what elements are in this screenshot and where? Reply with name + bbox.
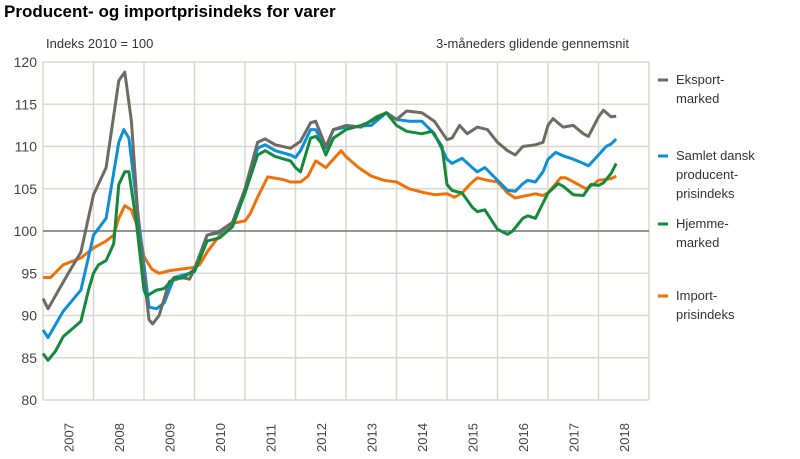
x-tick-label: 2018 — [617, 423, 632, 452]
series-line-0 — [41, 70, 617, 326]
y-tick-label: 105 — [14, 181, 38, 197]
y-tick-label: 115 — [15, 96, 38, 112]
series-line-3 — [43, 149, 617, 279]
chart-title: Producent- og importprisindeks for varer — [4, 2, 336, 21]
legend-label-import: Import- prisindeks — [676, 288, 735, 322]
y-tick-label: 110 — [15, 139, 38, 155]
legend-label-hjemme: Hjemme- marked — [676, 216, 729, 250]
x-tick-label: 2016 — [516, 423, 531, 452]
series-line-2 — [41, 111, 618, 362]
legend-label-samlet: Samlet dansk producent- prisindeks — [676, 148, 755, 201]
moving-average-note: 3-måneders glidende gennemsnit — [436, 36, 629, 51]
x-tick-label: 2011 — [263, 424, 278, 452]
x-tick-label: 2014 — [415, 423, 430, 452]
x-tick-label: 2013 — [364, 423, 379, 452]
index-base-note: Indeks 2010 = 100 — [46, 36, 154, 51]
legend-label-eksport: Eksport- marked — [676, 72, 725, 106]
x-tick-label: 2012 — [314, 423, 329, 452]
y-tick-label: 80 — [21, 392, 37, 408]
x-tick-label: 2007 — [61, 423, 76, 452]
y-tick-label: 90 — [21, 308, 37, 324]
y-tick-label: 85 — [21, 350, 37, 366]
y-tick-label: 95 — [21, 265, 37, 281]
x-tick-label: 2015 — [465, 423, 480, 452]
x-tick-label: 2017 — [566, 423, 581, 452]
y-tick-label: 100 — [14, 223, 38, 239]
x-tick-label: 2009 — [162, 423, 177, 452]
x-tick-label: 2008 — [112, 423, 127, 452]
x-tick-label: 2010 — [213, 423, 228, 452]
y-tick-label: 120 — [14, 54, 38, 70]
